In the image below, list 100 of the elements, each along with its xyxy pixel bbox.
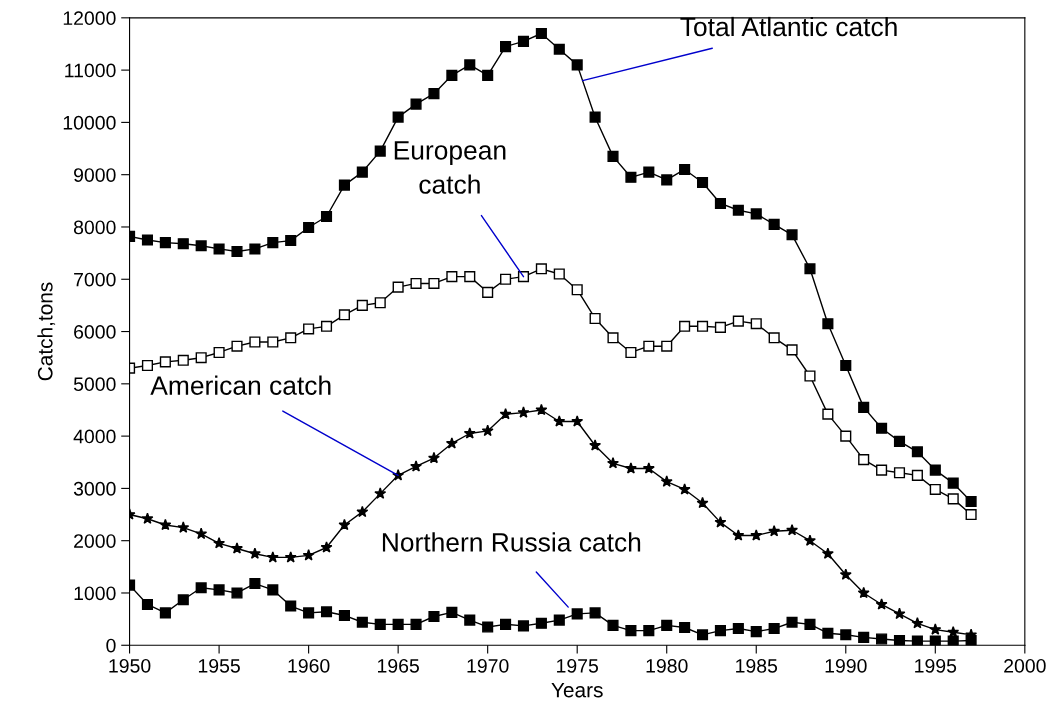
point [266, 551, 279, 563]
point [607, 332, 619, 344]
y-tick-label: 3000 [73, 481, 116, 496]
point [804, 263, 816, 275]
point [338, 179, 350, 191]
point [535, 617, 547, 629]
point [893, 467, 906, 479]
point [786, 616, 798, 628]
point [517, 271, 530, 283]
x-tick-label: 1980 [646, 658, 688, 673]
point [571, 415, 584, 427]
point [768, 218, 780, 230]
x-tick-label: 1960 [288, 658, 330, 673]
x-tick-label: 2000 [1004, 658, 1046, 673]
point [732, 315, 744, 327]
x-tick-label: 1995 [915, 658, 957, 673]
point [464, 271, 476, 283]
point [732, 529, 745, 541]
point [338, 309, 350, 321]
point [500, 618, 512, 630]
y-tick-label: 1000 [74, 586, 116, 601]
point [589, 439, 602, 451]
point [482, 621, 494, 633]
point [159, 518, 172, 531]
y-tick-label: 2000 [74, 534, 116, 548]
point [553, 43, 565, 55]
point [482, 286, 494, 298]
point [714, 625, 726, 637]
point [607, 150, 619, 162]
point [571, 59, 583, 71]
point [696, 496, 709, 509]
point [320, 541, 333, 553]
point [679, 621, 691, 634]
point [947, 493, 959, 505]
point [159, 356, 171, 368]
point [517, 35, 530, 47]
y-tick-label: 11000 [65, 63, 116, 78]
point [285, 600, 297, 612]
point [804, 370, 816, 382]
point [177, 238, 189, 250]
point [858, 454, 870, 466]
y-tick-label: 12000 [63, 11, 116, 26]
point [249, 243, 261, 255]
point [911, 469, 923, 481]
y-tick-label: 6000 [74, 325, 116, 339]
point [284, 551, 297, 563]
point [947, 635, 959, 646]
point [661, 340, 673, 352]
point [500, 41, 512, 53]
x-tick-label: 1955 [198, 658, 240, 673]
point [714, 321, 726, 333]
point [804, 618, 816, 630]
point [463, 427, 476, 439]
point [607, 619, 619, 631]
point [195, 240, 207, 252]
point [410, 618, 422, 630]
point [929, 464, 941, 476]
point [714, 516, 727, 528]
point [517, 406, 530, 418]
point [857, 586, 870, 599]
point [624, 462, 637, 474]
point [571, 608, 583, 620]
x-axis-title: Years [551, 682, 603, 698]
point [911, 617, 924, 629]
point [428, 277, 440, 289]
point [625, 346, 637, 359]
point [356, 166, 368, 178]
point [840, 430, 852, 442]
x-tick-label: 1990 [825, 658, 867, 673]
point [249, 578, 261, 590]
point [876, 633, 888, 645]
point [965, 495, 977, 508]
point [374, 618, 386, 630]
point [786, 229, 798, 241]
point [356, 505, 369, 518]
point [410, 460, 423, 472]
point [338, 609, 350, 622]
point [303, 221, 315, 234]
point [821, 547, 834, 559]
point [929, 623, 942, 635]
point [213, 243, 225, 255]
point [858, 631, 870, 643]
point [822, 627, 834, 639]
point [786, 523, 799, 536]
point [553, 415, 566, 427]
point [267, 336, 279, 348]
point [643, 625, 655, 637]
point [589, 607, 601, 619]
point [374, 297, 386, 309]
x-tick-label: 1975 [557, 658, 599, 673]
point [840, 629, 852, 641]
point [248, 547, 261, 559]
point [231, 542, 243, 554]
point [607, 457, 619, 469]
point [464, 59, 476, 71]
point [141, 234, 154, 246]
point [678, 483, 691, 495]
point [553, 614, 565, 626]
point [535, 403, 548, 416]
point [446, 606, 458, 618]
